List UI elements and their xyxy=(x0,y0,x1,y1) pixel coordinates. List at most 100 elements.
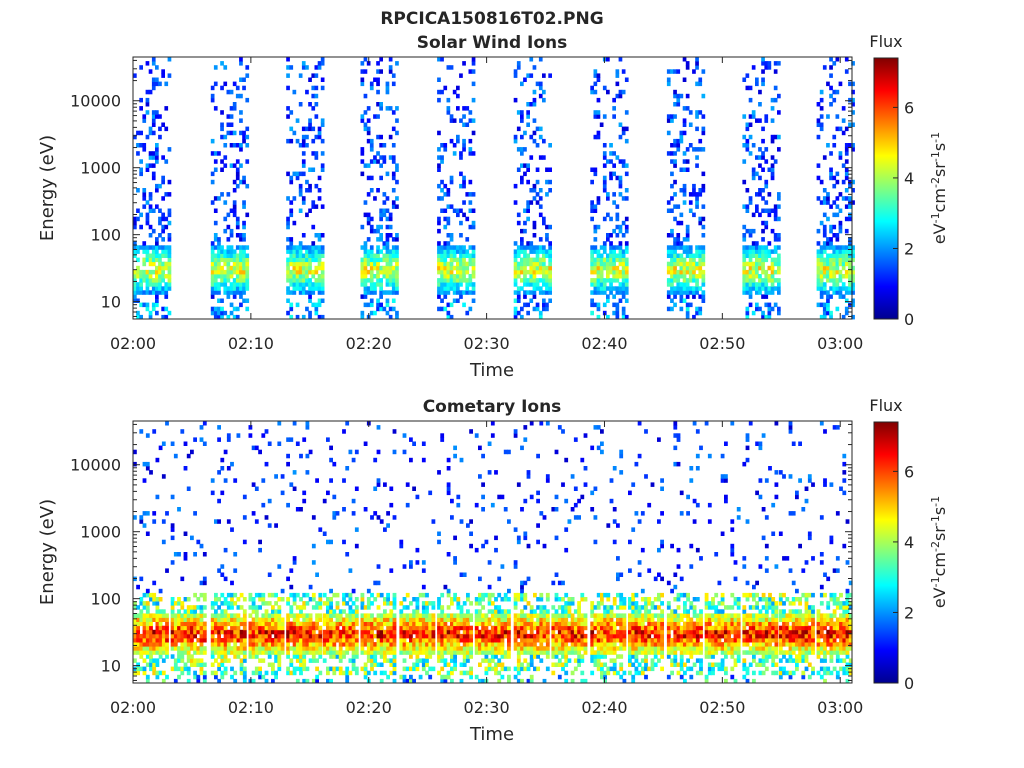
heatmap-cell xyxy=(286,216,290,222)
heatmap-cell xyxy=(593,257,598,263)
heatmap-cell xyxy=(173,638,178,643)
heatmap-cell xyxy=(545,421,550,426)
heatmap-cell xyxy=(816,257,821,263)
heatmap-cell xyxy=(151,57,156,62)
heatmap-cell xyxy=(196,674,201,680)
heatmap-cell xyxy=(456,642,461,647)
heatmap-cell xyxy=(165,629,169,635)
heatmap-cell xyxy=(688,286,693,291)
heatmap-cell xyxy=(500,662,505,667)
heatmap-cell xyxy=(551,646,556,651)
heatmap-cell xyxy=(701,224,706,230)
heatmap-cell xyxy=(520,81,524,87)
heatmap-cell xyxy=(286,249,290,254)
heatmap-cell xyxy=(295,642,300,647)
heatmap-cell xyxy=(254,613,259,618)
heatmap-cell xyxy=(326,638,330,643)
heatmap-cell xyxy=(513,306,518,312)
heatmap-cell xyxy=(373,658,378,663)
heatmap-cell xyxy=(526,617,531,622)
heatmap-cell xyxy=(529,290,534,295)
heatmap-cell xyxy=(701,183,706,189)
heatmap-cell xyxy=(443,638,448,643)
heatmap-cell xyxy=(590,204,594,209)
heatmap-cell xyxy=(274,654,278,659)
heatmap-cell xyxy=(431,617,436,622)
heatmap-cell xyxy=(596,73,601,78)
heatmap-cell xyxy=(329,629,333,635)
heatmap-cell xyxy=(217,249,221,254)
heatmap-cell xyxy=(133,449,137,455)
heatmap-cell xyxy=(332,646,337,651)
heatmap-cell xyxy=(538,85,543,91)
heatmap-cell xyxy=(202,605,207,610)
heatmap-cell xyxy=(158,613,163,618)
heatmap-cell xyxy=(217,425,221,430)
heatmap-cell xyxy=(503,633,508,639)
heatmap-cell xyxy=(851,286,855,291)
heatmap-cell xyxy=(462,175,466,181)
heatmap-cell xyxy=(421,613,426,618)
heatmap-cell xyxy=(230,601,234,606)
heatmap-cell xyxy=(338,646,343,651)
heatmap-cell xyxy=(236,638,241,643)
colorbar-tick-label: 4 xyxy=(904,169,914,188)
heatmap-cell xyxy=(490,666,495,672)
heatmap-cell xyxy=(551,638,556,643)
heatmap-cell xyxy=(251,633,256,639)
heatmap-cell xyxy=(685,306,690,312)
heatmap-cell xyxy=(679,253,684,258)
heatmap-cell xyxy=(513,646,518,651)
heatmap-cell xyxy=(308,310,312,316)
heatmap-cell xyxy=(193,642,197,647)
heatmap-cell xyxy=(532,274,537,279)
heatmap-cell xyxy=(494,597,498,602)
heatmap-cell xyxy=(391,278,396,283)
heatmap-cell xyxy=(370,642,374,647)
heatmap-cell xyxy=(363,69,368,74)
heatmap-cell xyxy=(264,625,269,631)
heatmap-cell xyxy=(318,601,323,606)
heatmap-cell xyxy=(500,597,505,602)
heatmap-cell xyxy=(345,678,350,684)
heatmap-cell xyxy=(145,654,150,659)
heatmap-cell xyxy=(338,654,343,659)
heatmap-cell xyxy=(217,265,221,271)
heatmap-cell xyxy=(286,638,290,643)
heatmap-cell xyxy=(494,650,498,655)
heatmap-cell xyxy=(742,261,747,267)
heatmap-cell xyxy=(513,257,518,263)
heatmap-cell xyxy=(777,261,781,267)
heatmap-cell xyxy=(456,601,461,606)
heatmap-cell xyxy=(180,605,185,610)
heatmap-cell xyxy=(317,233,322,238)
heatmap-cell xyxy=(542,245,546,250)
heatmap-cell xyxy=(155,658,160,663)
heatmap-cell xyxy=(777,278,781,283)
heatmap-cell xyxy=(481,638,485,643)
heatmap-cell xyxy=(379,617,384,622)
heatmap-cell xyxy=(443,294,448,299)
heatmap-cell xyxy=(395,274,399,279)
heatmap-cell xyxy=(190,642,194,647)
heatmap-cell xyxy=(233,621,238,627)
heatmap-cell xyxy=(271,670,275,676)
heatmap-cell xyxy=(376,159,380,164)
heatmap-cell xyxy=(199,609,204,614)
heatmap-cell xyxy=(612,192,616,197)
heatmap-cell xyxy=(822,196,827,201)
heatmap-cell xyxy=(286,171,290,177)
heatmap-cell xyxy=(314,249,319,254)
heatmap-cell xyxy=(379,155,383,160)
heatmap-cell xyxy=(764,314,769,320)
heatmap-cell xyxy=(822,155,827,160)
heatmap-cell xyxy=(351,650,356,655)
heatmap-cell xyxy=(535,81,540,87)
heatmap-cell xyxy=(456,613,461,618)
heatmap-cell xyxy=(835,179,840,185)
heatmap-cell xyxy=(239,617,244,622)
heatmap-cell xyxy=(819,200,824,205)
heatmap-cell xyxy=(345,638,350,643)
heatmap-cell xyxy=(383,629,387,635)
heatmap-cell xyxy=(676,220,681,226)
